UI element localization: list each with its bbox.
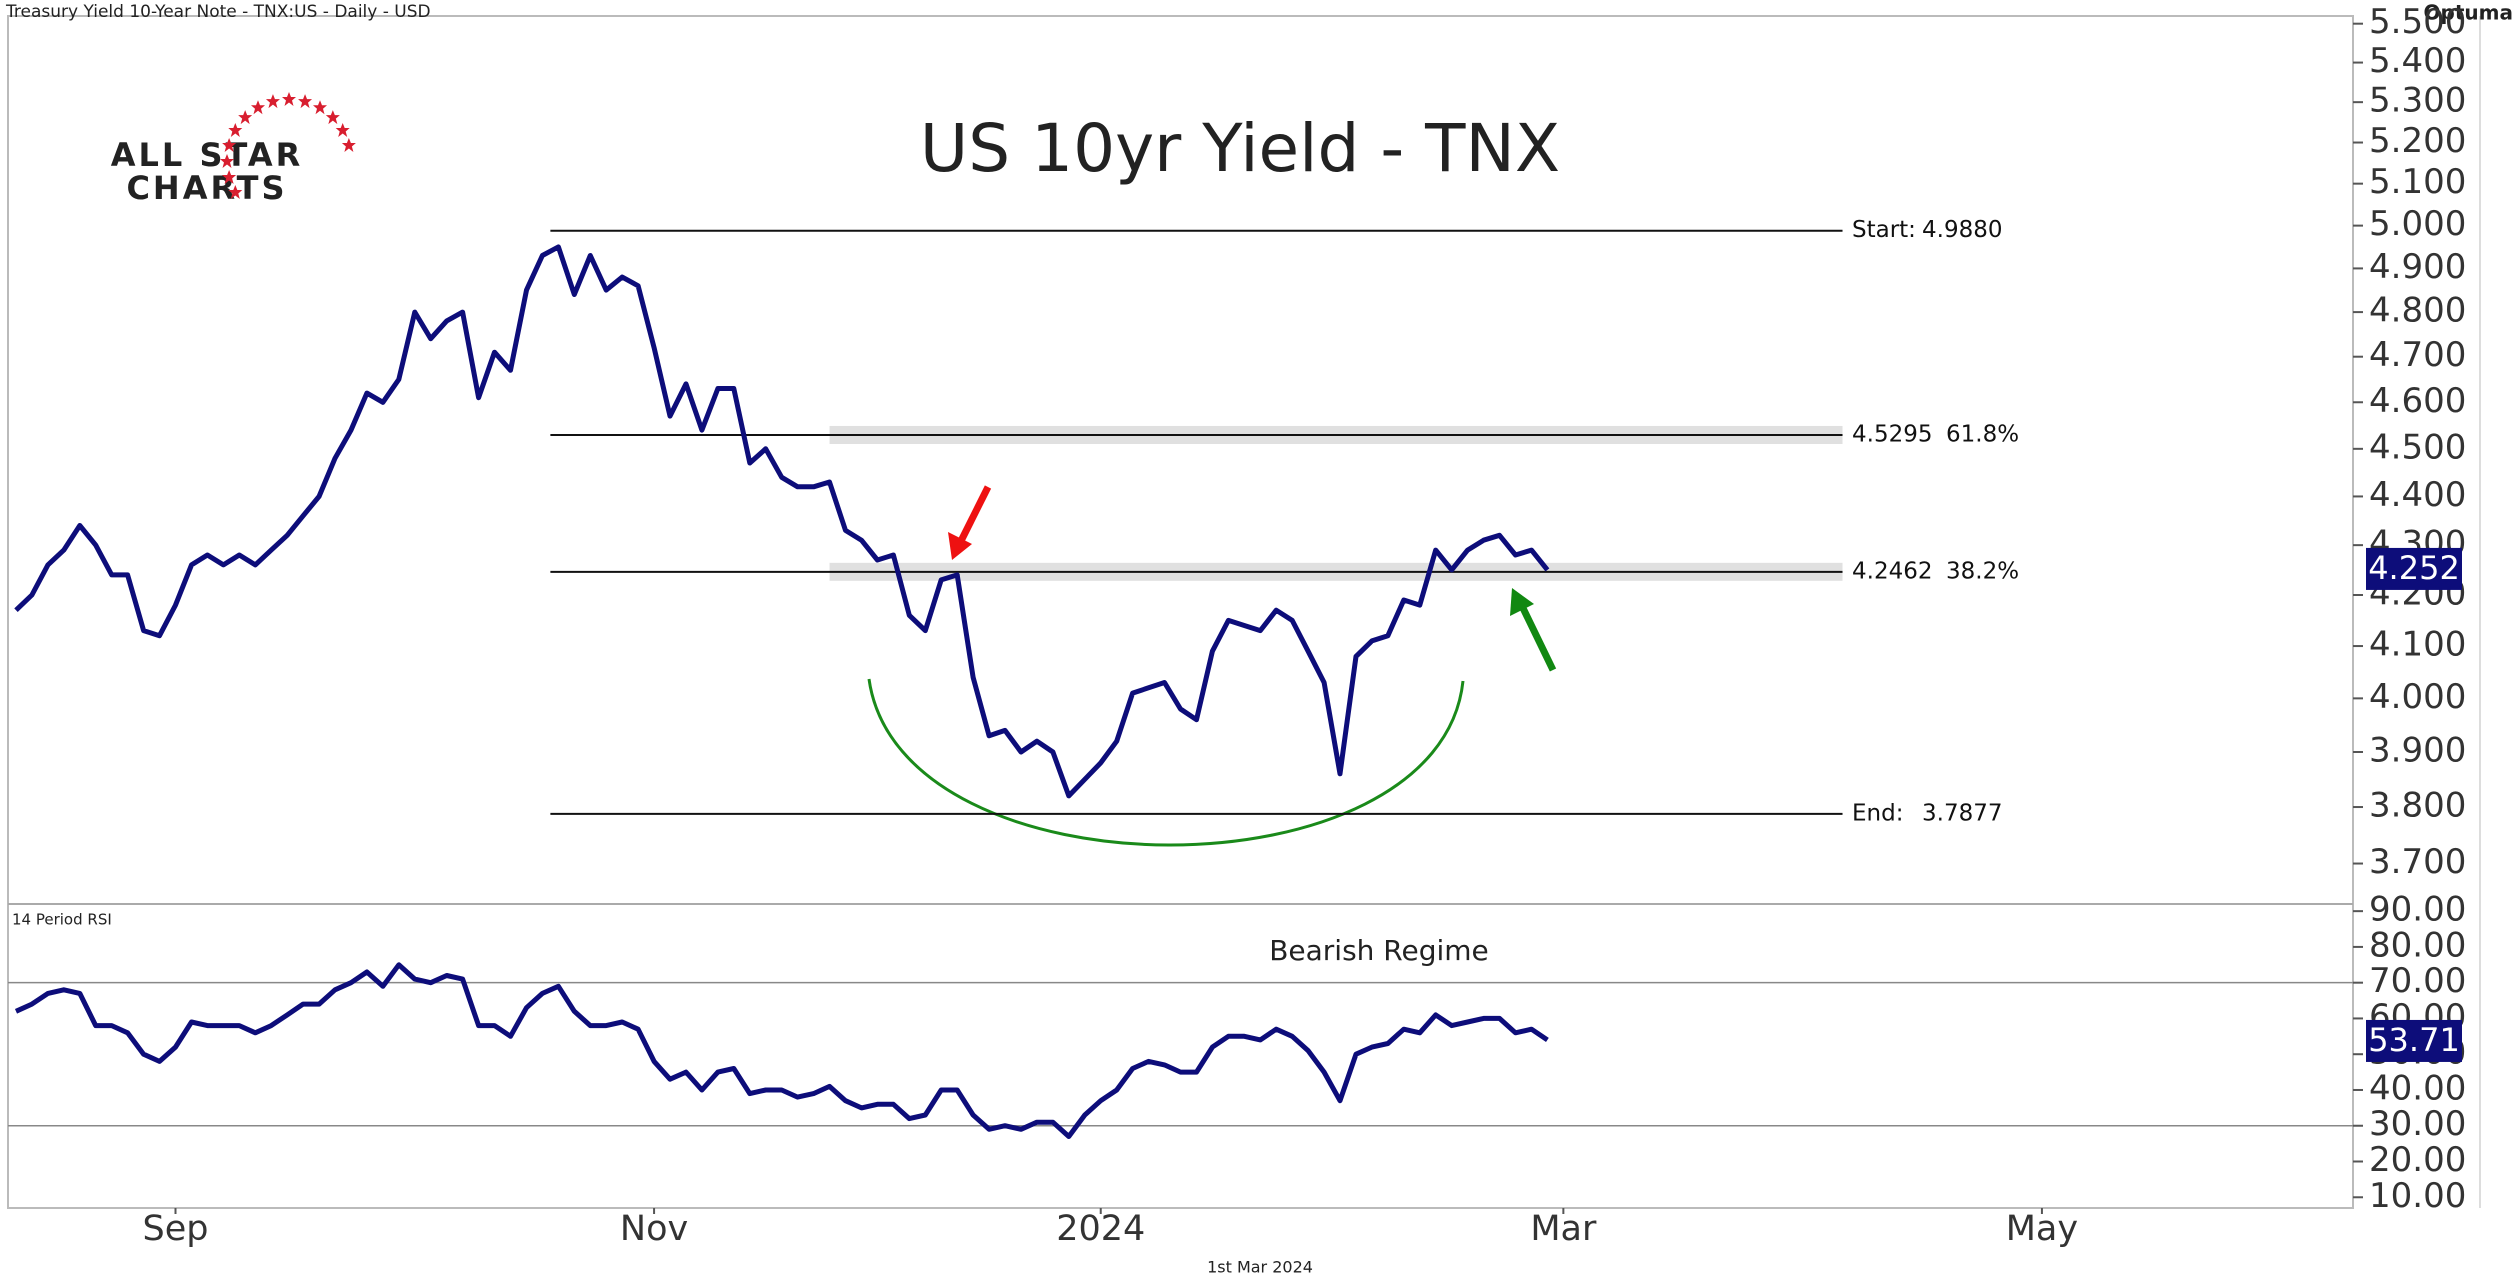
y-tick-label: 5.500 [2369, 2, 2466, 42]
x-tick-label: Nov [620, 1209, 688, 1249]
y-tick-label: 20.00 [2369, 1140, 2466, 1180]
y-tick-label: 10.00 [2369, 1176, 2466, 1216]
y-tick-label: 70.00 [2369, 961, 2466, 1001]
fib-label: 3.7877 [1922, 800, 2002, 826]
y-tick-label: 30.00 [2369, 1104, 2466, 1144]
logo-star [251, 100, 265, 115]
header: Treasury Yield 10-Year Note - TNX:US - D… [5, 2, 431, 22]
plot-border [7, 15, 2354, 1209]
logo-star [298, 94, 313, 109]
logo-star [313, 100, 327, 115]
series-line [14, 244, 1550, 799]
fib-name: Start: [1852, 217, 1916, 243]
logo-line1: ALL STAR [111, 136, 303, 174]
y-tick-label: 4.400 [2369, 475, 2466, 515]
y-tick-label: 4.000 [2369, 677, 2466, 717]
red-arrow [956, 485, 992, 545]
y-tick-label: 80.00 [2369, 925, 2466, 965]
y-tick-label: 5.100 [2369, 162, 2466, 202]
y-tick-label: 5.400 [2369, 41, 2466, 81]
fib-label: 4.5295 [1852, 421, 1932, 447]
green-arrow-head [1510, 588, 1534, 616]
y-tick-label: 5.300 [2369, 81, 2466, 121]
y-tick-label: 4.900 [2369, 247, 2466, 287]
y-tick-label: 5.200 [2369, 121, 2466, 161]
x-tick-label: 2024 [1056, 1209, 1145, 1249]
y-tick-label: 4.600 [2369, 381, 2466, 421]
y-tick-label: 90.00 [2369, 890, 2466, 930]
logo-star [265, 94, 280, 109]
annotation: Bearish Regime [1269, 934, 1489, 967]
logo-star [335, 123, 350, 137]
logo-line2: CHARTS [126, 169, 287, 207]
logo-star [238, 110, 253, 125]
y-tick-label: 4.800 [2369, 291, 2466, 331]
y-tick-label: 40.00 [2369, 1068, 2466, 1108]
logo-star [325, 110, 340, 125]
frame [7, 15, 2481, 1209]
value-badge-label: 53.71 [2368, 1021, 2460, 1059]
y-tick-label: 4.700 [2369, 335, 2466, 375]
y-tick-label: 5.000 [2369, 204, 2466, 244]
value-badge [2366, 547, 2462, 590]
x-tick-label: Sep [143, 1209, 209, 1249]
y-tick-label: 4.100 [2369, 625, 2466, 665]
fib-name: End: [1852, 800, 1903, 826]
y-tick-label: 3.800 [2369, 786, 2466, 826]
value-badge-label: 4.252 [2368, 549, 2460, 587]
fib-label: 4.2462 [1852, 558, 1932, 584]
y-tick-label: 3.700 [2369, 842, 2466, 882]
fib-ratio: 61.8% [1946, 421, 2019, 447]
brand: Optuma [2424, 1, 2513, 25]
rsi-title: 14 Period RSI [12, 911, 112, 929]
cup-arc [867, 678, 1465, 847]
fib-ratio: 38.2% [1946, 558, 2019, 584]
chart-title: US 10yr Yield - TNX [920, 110, 1560, 187]
series-line [14, 962, 1549, 1139]
annotations [867, 485, 1557, 847]
x-tick-label: Mar [1530, 1209, 1597, 1249]
logo: ALL STAR CHARTS [111, 92, 356, 207]
fib-label: 4.9880 [1922, 217, 2002, 243]
y-tick-label: 4.500 [2369, 427, 2466, 467]
logo-star [228, 123, 243, 137]
logo-star [341, 137, 356, 152]
red-arrow-head [948, 532, 972, 560]
y-tick-label: 3.900 [2369, 731, 2466, 771]
value-badge [2366, 1019, 2462, 1062]
x-tick-label: May [2006, 1209, 2078, 1249]
footer: 1st Mar 2024 [1207, 1258, 1313, 1277]
logo-star [282, 92, 296, 106]
green-arrow [1518, 604, 1557, 672]
